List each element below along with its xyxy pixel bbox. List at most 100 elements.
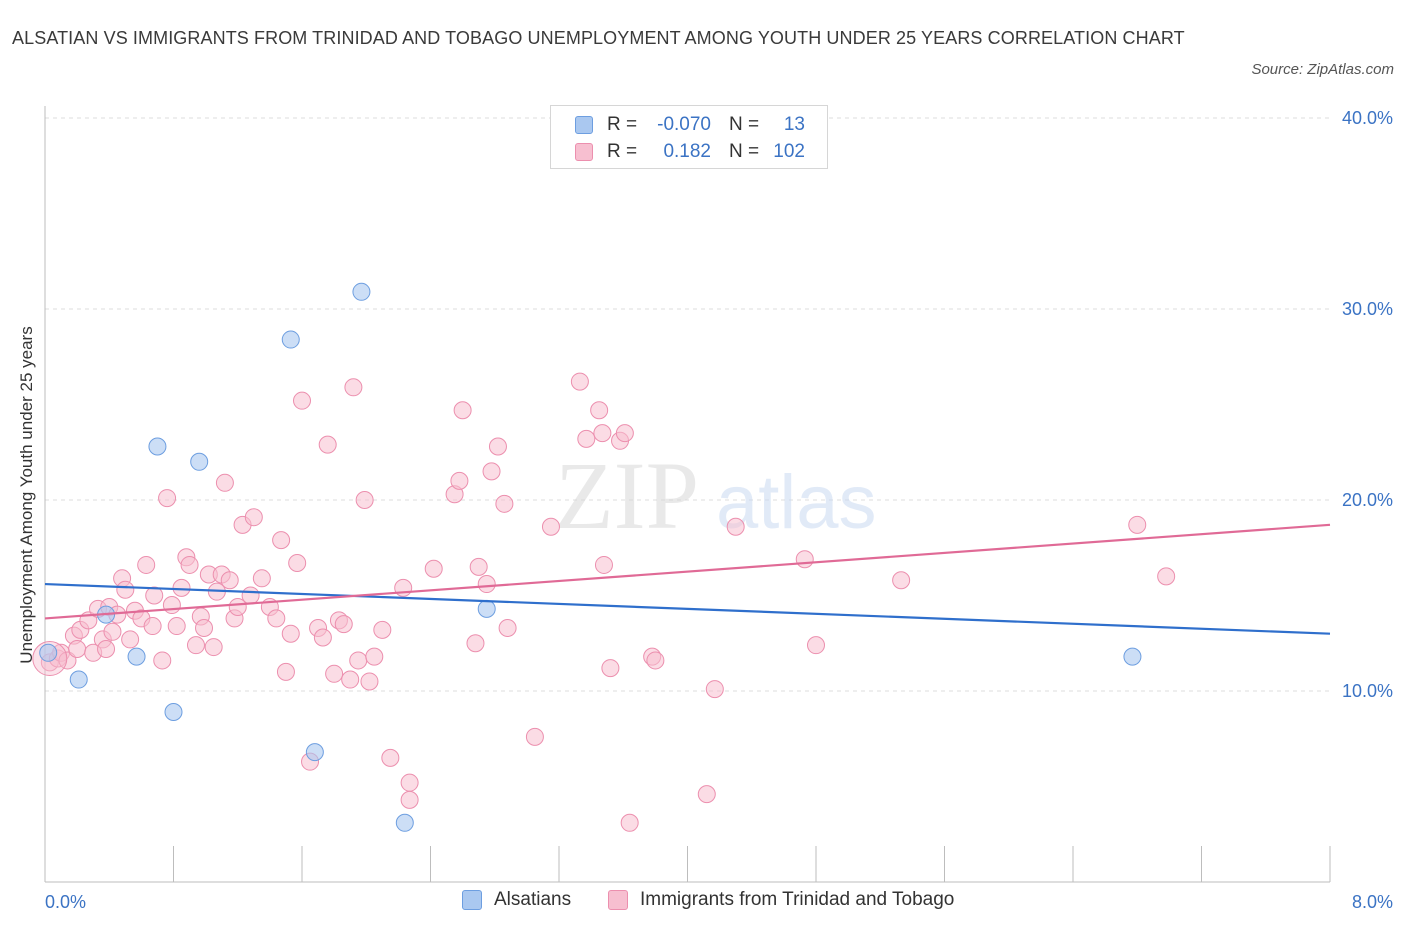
data-point-trinidad [116,580,135,599]
data-point-trinidad [349,651,368,670]
pink-points [32,372,1176,832]
axes [44,106,1331,883]
trend-line-alsatians [44,582,1331,635]
legend-item-alsatians: Alsatians [462,889,571,911]
data-point-trinidad [615,424,634,443]
data-point-trinidad [228,597,247,616]
legend-swatch-pink [575,143,593,161]
data-point-trinidad [325,664,344,683]
data-point-trinidad [220,571,239,590]
data-point-trinidad [590,401,609,420]
data-point-trinidad [341,670,360,689]
data-point-trinidad [1128,515,1147,534]
data-point-trinidad [726,517,745,536]
data-point-trinidad [121,630,140,649]
legend-r-label: R = [607,141,638,162]
data-point-trinidad [807,636,825,655]
data-point-trinidad [145,586,164,605]
data-point-trinidad [172,578,191,597]
data-point-trinidad [482,462,501,481]
data-point-trinidad [495,494,514,513]
data-point-trinidad [293,391,311,410]
data-point-alsatian [164,703,183,722]
legend-r-value: -0.070 [657,114,711,135]
legend-label-alsatians: Alsatians [494,889,572,910]
data-point-alsatian [148,437,167,456]
legend-r-label: R = [607,114,638,135]
data-point-trinidad [143,617,162,636]
data-point-trinidad [68,639,87,658]
data-point-trinidad [167,617,186,636]
legend-r-value: 0.182 [663,141,711,162]
legend-n-label: N = [729,114,760,135]
data-point-trinidad [137,555,156,574]
data-point-trinidad [400,790,419,809]
data-point-alsatian [127,647,146,666]
blue-points [39,282,1142,832]
series-legend: Alsatians Immigrants from Trinidad and T… [0,889,1406,915]
data-point-alsatian [1123,647,1142,666]
data-point-trinidad [252,569,271,588]
data-point-trinidad [373,620,392,639]
data-point-trinidad [697,785,716,804]
data-point-trinidad [450,471,469,490]
data-point-alsatian [395,813,414,832]
y-tick-label: 40.0% [1342,108,1393,128]
data-point-trinidad [58,651,77,670]
data-point-trinidad [215,473,234,492]
data-point-alsatian [190,452,209,471]
correlation-legend: R = -0.070 N = 13 R = 0.182 N = 102 [550,105,828,169]
data-point-trinidad [204,638,223,657]
data-point-trinidad [344,378,363,397]
x-tick-label: 0.0% [45,892,86,912]
data-point-trinidad [477,575,496,594]
data-point-trinidad [453,401,472,420]
legend-label-trinidad: Immigrants from Trinidad and Tobago [640,889,955,910]
data-point-trinidad [288,554,307,573]
tick-labels: 10.0% 20.0% 30.0% 40.0% 0.0% 8.0% [45,108,1393,912]
data-point-trinidad [646,651,665,670]
data-point-trinidad [424,559,443,578]
data-point-trinidad [103,622,122,641]
data-point-trinidad [267,609,286,628]
data-point-trinidad [498,618,517,637]
data-point-trinidad [570,372,589,391]
data-point-trinidad [892,571,911,590]
data-point-trinidad [594,555,613,574]
data-point-trinidad [241,586,260,605]
data-point-trinidad [162,596,181,615]
legend-n-label: N = [729,141,760,162]
trend-lines [44,523,1331,635]
data-point-trinidad [620,813,639,832]
data-point-trinidad [318,435,337,454]
chart-title: ALSATIAN VS IMMIGRANTS FROM TRINIDAD AND… [12,28,1185,48]
data-point-trinidad [705,680,724,699]
trend-line-trinidad [44,523,1331,620]
data-point-alsatian [352,282,371,301]
data-point-trinidad [158,489,177,508]
data-point-trinidad [1157,567,1176,586]
data-point-trinidad [276,662,295,681]
data-point-trinidad [400,773,419,792]
data-point-trinidad [334,615,353,634]
data-point-trinidad [541,517,560,536]
y-axis-label: Unemployment Among Youth under 25 years [17,326,36,664]
data-point-trinidad [795,550,814,569]
data-point-trinidad [195,618,214,637]
data-point-trinidad [466,634,485,653]
data-point-alsatian [69,670,88,689]
watermark: ZIP atlas [555,442,877,549]
y-tick-label: 20.0% [1342,490,1393,510]
data-point-alsatian [39,643,58,662]
y-tick-label: 30.0% [1342,299,1393,319]
legend-item-trinidad: Immigrants from Trinidad and Tobago [608,889,954,911]
data-point-trinidad [313,628,332,647]
legend-swatch-blue [462,890,482,910]
data-point-trinidad [469,557,488,576]
watermark-zip: ZIP [555,442,699,549]
data-point-trinidad [601,659,620,678]
legend-swatch-blue [575,116,593,134]
data-point-trinidad [281,624,300,643]
legend-n-value: 102 [773,141,805,162]
